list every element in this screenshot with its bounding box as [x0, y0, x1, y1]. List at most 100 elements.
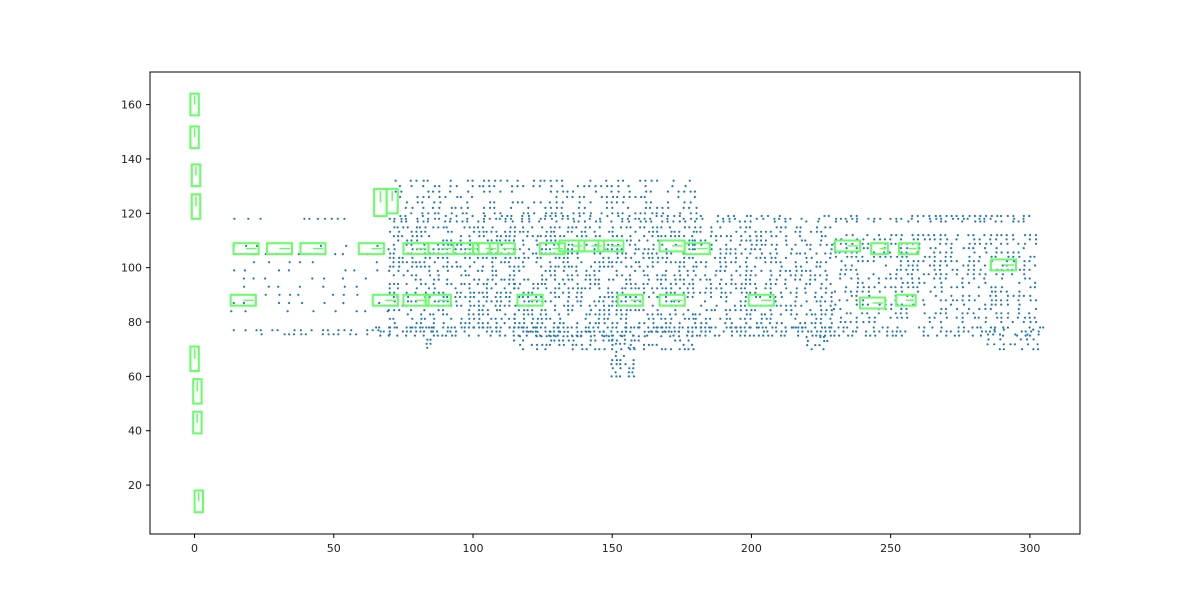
data-point	[389, 252, 392, 255]
data-point	[666, 220, 669, 223]
data-point	[730, 334, 734, 337]
data-point	[567, 313, 570, 316]
data-point	[441, 334, 444, 337]
x-tick-label: 100	[462, 542, 483, 555]
data-point	[851, 334, 854, 337]
data-point	[632, 367, 635, 370]
data-point	[961, 277, 964, 280]
data-point	[1020, 330, 1023, 333]
data-point	[541, 226, 544, 229]
data-point	[589, 309, 593, 312]
data-point	[764, 243, 767, 246]
data-point	[710, 230, 713, 233]
data-point	[749, 252, 752, 255]
data-point	[617, 190, 620, 193]
data-point	[629, 278, 632, 281]
data-point	[755, 243, 758, 246]
data-point	[588, 313, 591, 316]
data-point	[825, 278, 828, 281]
data-point	[539, 326, 543, 329]
data-point	[928, 255, 931, 258]
data-point	[669, 291, 672, 294]
data-point	[748, 235, 752, 238]
data-point	[597, 282, 600, 286]
data-point	[593, 274, 596, 277]
data-point	[401, 256, 404, 259]
data-point	[973, 238, 976, 241]
data-point	[558, 282, 561, 286]
data-point	[481, 291, 484, 294]
data-point	[508, 278, 511, 281]
data-point	[637, 335, 641, 338]
data-point	[683, 256, 686, 259]
data-point	[232, 329, 235, 332]
bounding-box	[597, 239, 625, 253]
data-point	[544, 282, 547, 286]
data-point	[884, 264, 888, 267]
data-point	[823, 214, 826, 218]
data-point	[532, 179, 536, 182]
data-point	[553, 309, 557, 312]
data-point	[549, 291, 552, 294]
data-point	[513, 265, 516, 268]
data-point	[544, 214, 547, 218]
data-point	[844, 217, 847, 220]
data-point	[1029, 255, 1032, 258]
data-point	[709, 287, 713, 290]
data-point	[423, 261, 426, 264]
data-point	[493, 185, 496, 188]
data-point	[724, 261, 727, 264]
data-point	[483, 214, 486, 218]
data-point	[582, 212, 585, 215]
data-point	[624, 256, 627, 259]
data-point	[625, 226, 628, 229]
data-point	[1005, 238, 1008, 241]
data-point	[824, 235, 827, 238]
data-point	[775, 235, 778, 238]
data-point	[664, 287, 668, 290]
data-point	[393, 309, 396, 312]
data-point	[644, 212, 647, 215]
data-point	[580, 235, 584, 238]
data-point	[805, 220, 808, 223]
data-point	[652, 322, 655, 325]
data-point	[630, 265, 633, 268]
data-point	[421, 214, 424, 218]
data-point	[566, 190, 569, 193]
data-point	[449, 179, 452, 182]
data-point	[670, 330, 673, 333]
data-point	[940, 281, 943, 284]
data-point	[446, 295, 449, 299]
data-point	[994, 294, 998, 297]
data-point	[978, 238, 981, 241]
data-point	[988, 330, 992, 333]
data-point	[978, 217, 981, 220]
bounding-box	[385, 187, 399, 215]
data-point	[687, 309, 690, 312]
data-point	[749, 291, 752, 294]
data-point	[784, 217, 787, 220]
data-point	[754, 291, 757, 294]
data-point	[395, 326, 399, 329]
data-point	[611, 334, 615, 337]
data-point	[651, 226, 654, 229]
data-point	[936, 334, 939, 337]
data-point	[415, 235, 419, 238]
data-point	[578, 201, 581, 204]
data-point	[433, 287, 436, 290]
data-point	[804, 322, 807, 325]
data-point	[532, 287, 535, 290]
data-point	[584, 226, 587, 229]
data-point	[627, 220, 631, 223]
data-point	[566, 217, 570, 220]
data-point	[678, 326, 681, 329]
data-point	[525, 334, 528, 337]
data-point	[418, 261, 421, 264]
data-point	[399, 214, 402, 218]
bounding-box	[232, 242, 260, 256]
data-point	[482, 212, 485, 215]
data-point	[665, 291, 668, 294]
data-point	[605, 206, 609, 209]
data-point	[446, 326, 449, 329]
data-point	[805, 335, 808, 339]
